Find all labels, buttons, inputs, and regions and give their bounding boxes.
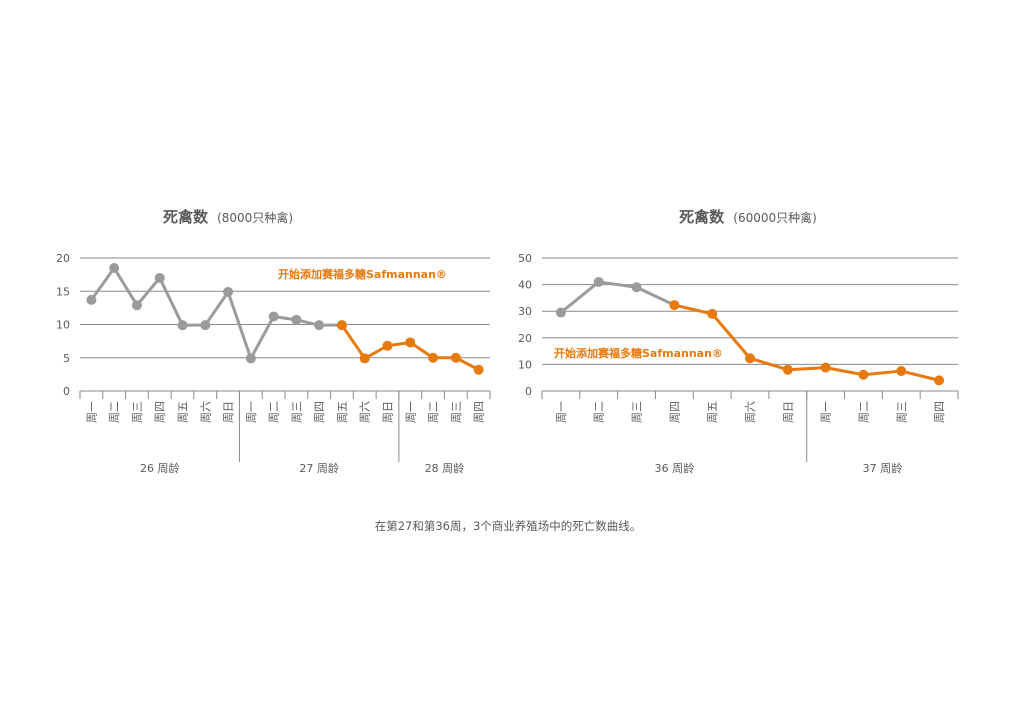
series-line-before [559, 280, 676, 314]
y-tick-label: 10 [518, 358, 532, 371]
x-tick-label: 周三 [131, 401, 144, 423]
chart-1-title: 死禽数 (8000只种禽) [163, 207, 293, 226]
figure-caption: 在第27和第36周，3个商业养殖场中的死亡数曲线。 [375, 519, 642, 533]
x-tick-label: 周一 [85, 401, 98, 423]
group-label: 37 周龄 [863, 461, 903, 475]
data-point [131, 300, 142, 311]
x-tick-label: 周四 [154, 401, 167, 423]
y-tick-label: 30 [518, 305, 532, 318]
chart-8000-breeders: 死禽数 (8000只种禽) 开始添加赛福多糖Safmannan® 0 5 10 15 2… [56, 207, 491, 475]
x-tick-label: 周二 [427, 401, 440, 423]
data-point [428, 352, 439, 363]
data-point [314, 320, 325, 331]
data-point [109, 262, 120, 273]
x-tick-label: 周三 [450, 401, 463, 423]
group-label: 26 周龄 [140, 461, 180, 475]
x-tick-label: 周四 [473, 401, 486, 423]
y-tick-label: 20 [518, 332, 532, 345]
x-tick-label: 周四 [668, 401, 681, 423]
data-point [177, 320, 188, 331]
x-tick-label: 周一 [820, 401, 833, 423]
y-tick-label: 50 [518, 252, 532, 265]
data-point [555, 307, 566, 318]
y-tick-label: 0 [525, 385, 532, 398]
x-tick-label: 周六 [744, 401, 757, 423]
x-tick-label: 周六 [359, 401, 372, 423]
x-tick-label: 周一 [404, 401, 417, 423]
x-tick-label: 周六 [199, 401, 212, 423]
x-tick-label: 周一 [555, 401, 568, 423]
data-point [200, 320, 211, 331]
data-point [593, 276, 604, 287]
x-tick-label: 周日 [782, 401, 795, 423]
chart-2-annotation: 开始添加赛福多糖Safmannan® [554, 346, 723, 360]
x-tick-label: 周五 [177, 401, 190, 423]
x-tick-label: 周二 [857, 401, 870, 423]
data-point [707, 308, 718, 319]
x-tick-label: 周三 [631, 401, 644, 423]
chart-60000-breeders: 死禽数 (60000只种禽) 开始添加赛福多糖Safmannan® 0 10 20 3… [518, 207, 959, 475]
x-tick-label: 周二 [268, 401, 281, 423]
data-point [896, 366, 907, 377]
x-tick-label: 周二 [108, 401, 121, 423]
x-tick-label: 周五 [336, 401, 349, 423]
x-tick-label: 周三 [895, 401, 908, 423]
group-label: 28 周龄 [425, 461, 465, 475]
data-point [858, 369, 869, 380]
data-point [820, 362, 831, 373]
data-point [405, 337, 416, 348]
y-tick-label: 5 [63, 352, 70, 365]
data-point [154, 272, 165, 283]
x-tick-label: 周日 [222, 401, 235, 423]
data-point [934, 375, 945, 386]
data-point [745, 353, 755, 364]
data-point [669, 300, 680, 311]
data-point [782, 364, 793, 375]
series-line-before [90, 266, 342, 360]
x-tick-label: 周三 [290, 401, 303, 423]
x-tick-label: 周四 [313, 401, 326, 423]
chart-2-title: 死禽数 (60000只种禽) [679, 207, 817, 226]
data-point [223, 286, 234, 297]
y-tick-label: 10 [56, 319, 70, 332]
data-point [268, 311, 279, 322]
data-point [86, 294, 97, 305]
y-tick-label: 20 [56, 252, 70, 265]
data-point [473, 364, 484, 375]
data-point [359, 353, 370, 364]
x-tick-label: 周一 [245, 401, 258, 423]
x-tick-label: 周五 [706, 401, 719, 423]
series-line-after [674, 303, 940, 382]
y-tick-label: 0 [63, 385, 70, 398]
data-point [245, 353, 256, 364]
data-point [291, 314, 302, 325]
y-tick-label: 15 [56, 285, 70, 298]
data-point [450, 352, 461, 363]
data-point [631, 282, 642, 293]
group-label: 36 周龄 [655, 461, 695, 475]
x-tick-label: 周四 [933, 401, 946, 423]
x-tick-label: 周二 [593, 401, 606, 423]
data-point [382, 340, 393, 351]
group-label: 27 周龄 [299, 461, 339, 475]
x-tick-label: 周日 [382, 401, 395, 423]
chart-1-annotation: 开始添加赛福多糖Safmannan® [278, 267, 447, 281]
data-point [336, 320, 347, 331]
y-tick-label: 40 [518, 279, 532, 292]
